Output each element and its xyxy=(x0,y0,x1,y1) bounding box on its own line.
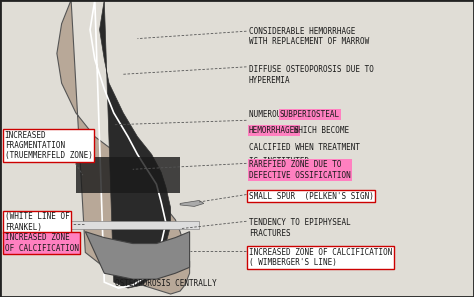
Text: DIFFUSE OSTEOPOROSIS DUE TO
HYPEREMIA: DIFFUSE OSTEOPOROSIS DUE TO HYPEREMIA xyxy=(249,65,374,85)
Polygon shape xyxy=(57,0,190,294)
Text: TENDENCY TO EPIPHYSEAL
FRACTURES: TENDENCY TO EPIPHYSEAL FRACTURES xyxy=(249,218,351,238)
Bar xyxy=(76,157,180,193)
Text: CALCIFIED WHEN TREATMENT: CALCIFIED WHEN TREATMENT xyxy=(249,143,360,151)
Text: IS INSTITUTED: IS INSTITUTED xyxy=(249,157,309,166)
Text: INCREASED
FRAGMENTATION
(TRUEMMERFELD ZONE): INCREASED FRAGMENTATION (TRUEMMERFELD ZO… xyxy=(5,131,92,160)
Polygon shape xyxy=(180,200,204,206)
Text: CONSIDERABLE HEMORRHAGE
WITH REPLACEMENT OF MARROW: CONSIDERABLE HEMORRHAGE WITH REPLACEMENT… xyxy=(249,27,369,46)
Text: RAREFIED ZONE DUE TO
DEFECTIVE OSSIFICATION: RAREFIED ZONE DUE TO DEFECTIVE OSSIFICAT… xyxy=(249,160,351,180)
Text: SMALL SPUR  (PELKEN'S SIGN): SMALL SPUR (PELKEN'S SIGN) xyxy=(249,192,374,200)
Text: HEMORRHAGES: HEMORRHAGES xyxy=(249,126,300,135)
Text: (WHITE LINE OF
FRANKEL): (WHITE LINE OF FRANKEL) xyxy=(5,212,70,232)
Text: INCREASED ZONE OF CALCIFICATION
( WIMBERGER'S LINE): INCREASED ZONE OF CALCIFICATION ( WIMBER… xyxy=(249,248,392,267)
Text: NUMEROUS: NUMEROUS xyxy=(249,110,291,119)
Polygon shape xyxy=(100,0,171,288)
Text: INCREASED ZONE
OF CALCIFICATION: INCREASED ZONE OF CALCIFICATION xyxy=(5,233,79,252)
Polygon shape xyxy=(85,232,190,279)
Text: WHICH BECOME: WHICH BECOME xyxy=(289,126,349,135)
Text: OSTEOPOROSIS CENTRALLY: OSTEOPOROSIS CENTRALLY xyxy=(115,279,217,288)
Text: SUBPERIOSTEAL: SUBPERIOSTEAL xyxy=(280,110,340,119)
Bar xyxy=(66,221,199,229)
